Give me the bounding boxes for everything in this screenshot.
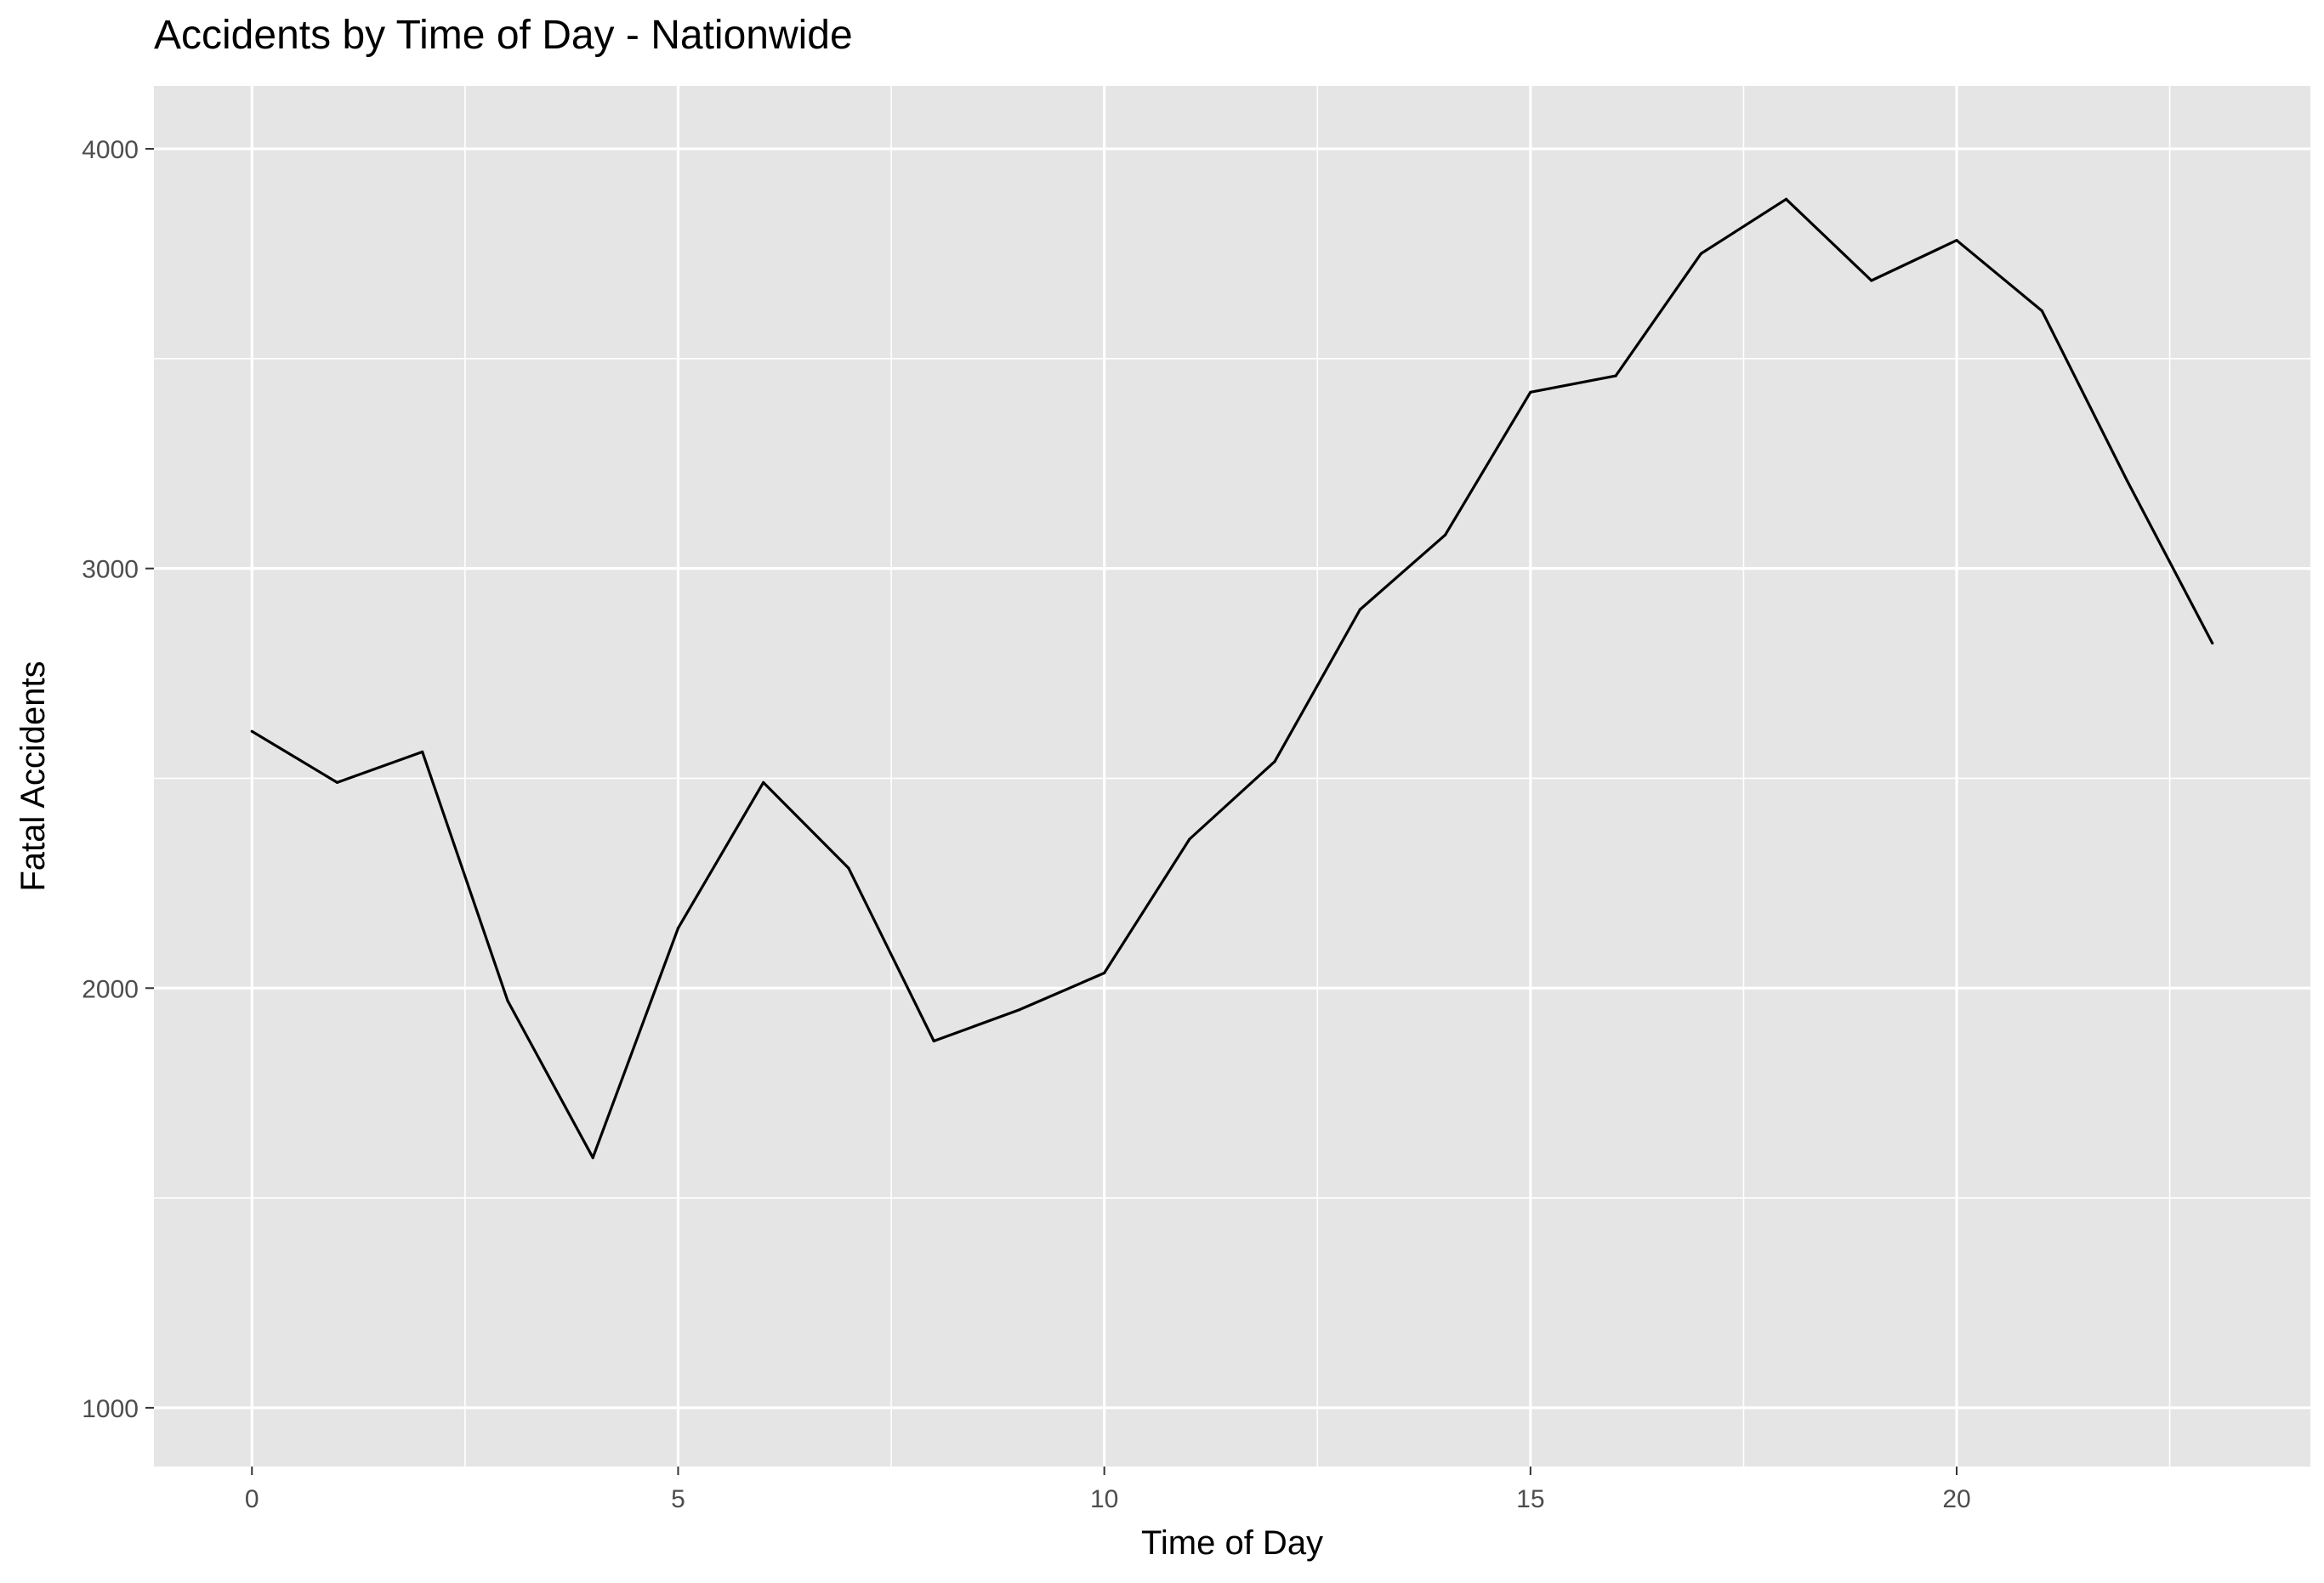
y-tick-label: 3000 [82,556,139,584]
data-point [591,1156,594,1160]
y-tick-label: 4000 [82,136,139,164]
major-gridlines [154,86,2310,1467]
x-tick-label: 15 [1516,1485,1544,1513]
x-tick-label: 20 [1942,1485,1970,1513]
x-axis-title: Time of Day [1141,1524,1323,1562]
series-line-0 [251,197,2214,1160]
minor-gridlines [154,86,2310,1467]
data-point [2125,479,2129,483]
x-tick-label: 5 [671,1485,685,1513]
y-tick-label: 1000 [82,1395,139,1423]
data-point [1103,971,1106,975]
series-layer [250,197,2214,1160]
data-point [1699,252,1702,256]
data-point [1529,390,1532,394]
data-point [1443,533,1447,536]
data-point [506,999,509,1002]
data-point [1188,837,1191,841]
data-point [1017,1008,1021,1012]
data-point [421,750,424,753]
data-point [676,927,680,930]
y-axis-title: Fatal Accidents [14,661,52,891]
data-point [1784,197,1788,201]
chart-title: Accidents by Time of Day - Nationwide [154,13,853,58]
data-point [1358,608,1361,611]
x-tick-label: 10 [1090,1485,1118,1513]
data-point [932,1039,935,1043]
plot-panel [154,86,2310,1467]
axis-tick-labels: 0 5 10 15 20 1000 2000 3000 4000 [82,136,1970,1513]
data-point [2211,641,2214,645]
axis-ticks [145,148,1958,1475]
y-tick-label: 2000 [82,975,139,1003]
data-point [1870,279,1873,282]
data-point [250,729,253,733]
data-point [335,780,339,785]
data-point [762,780,765,785]
data-point [2040,309,2043,313]
x-tick-label: 0 [245,1485,259,1513]
data-point [847,866,850,870]
data-point [1955,239,1958,242]
data-point [1273,760,1276,763]
data-point [1614,374,1617,377]
